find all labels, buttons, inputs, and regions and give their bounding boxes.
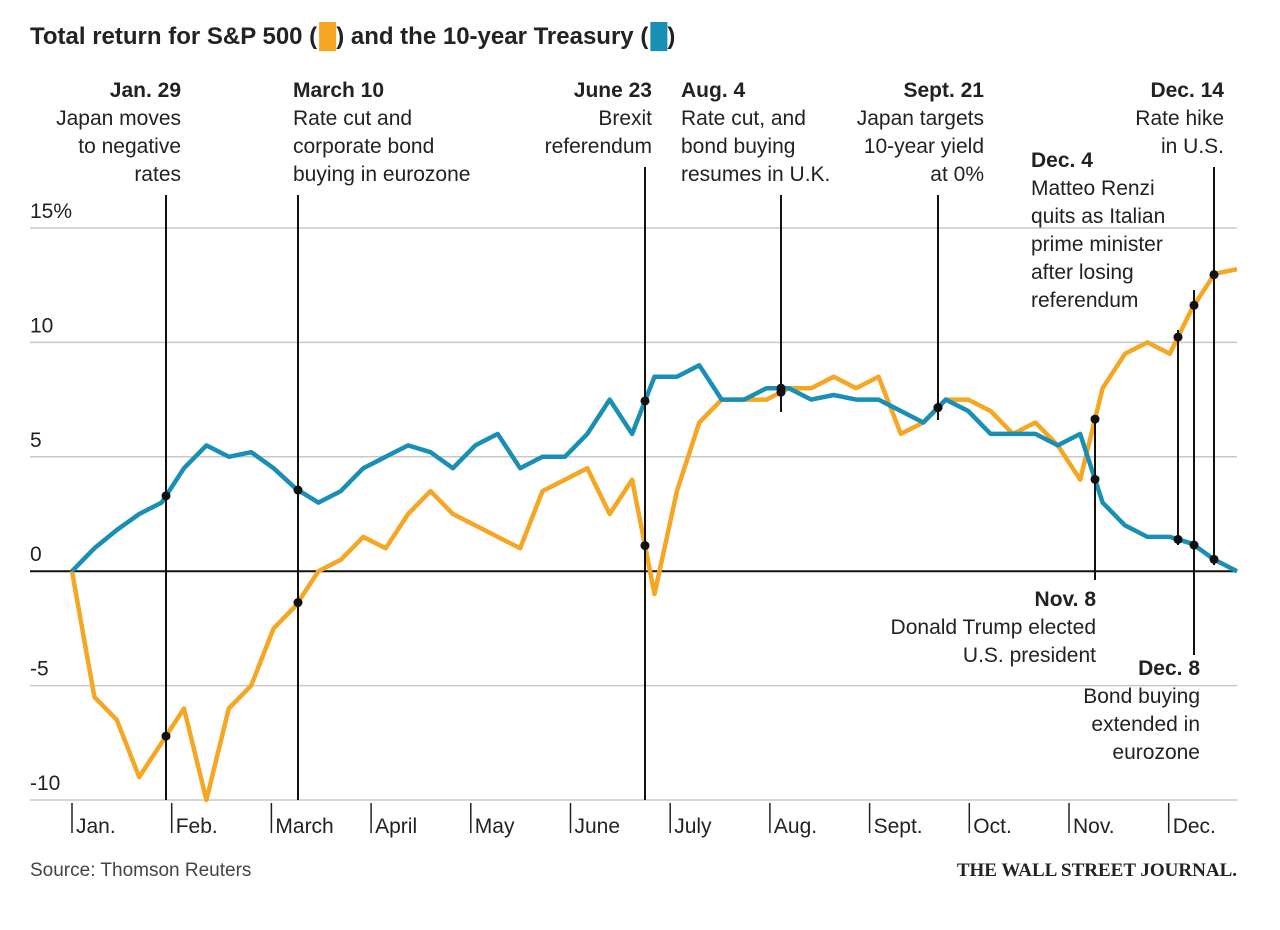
annotation-date: March 10	[293, 79, 384, 102]
annotation-text: to negative	[78, 135, 181, 158]
event-dot	[776, 383, 786, 393]
x-tick-label: Dec.	[1173, 815, 1216, 838]
event-dot	[293, 485, 303, 495]
x-tick-label: Aug.	[774, 815, 817, 838]
annotation-text: Japan targets	[857, 107, 984, 130]
series-line	[70, 363, 1239, 574]
event-dot	[293, 598, 303, 608]
annotation-text: Brexit	[598, 107, 652, 130]
y-tick-label: -10	[30, 772, 60, 795]
annotation-text: corporate bond	[293, 135, 434, 158]
event-dot	[1189, 300, 1199, 310]
x-tick-label: Sept.	[874, 815, 923, 838]
event-dot	[1173, 332, 1183, 342]
annotation-date: Sept. 21	[903, 79, 984, 102]
x-tick-label: Nov.	[1073, 815, 1115, 838]
annotation-text: referendum	[1031, 289, 1138, 312]
y-tick-label: 5	[30, 429, 42, 452]
annotation-text: quits as Italian	[1031, 205, 1165, 228]
event-dot	[1189, 540, 1199, 550]
publisher: THE WALL STREET JOURNAL.	[957, 860, 1237, 881]
title-part: ) and the 10-year Treasury (	[336, 23, 648, 50]
annotation-text: in U.S.	[1161, 135, 1224, 158]
x-tick-label: July	[674, 815, 712, 838]
annotation-text: bond buying	[681, 135, 795, 158]
annotation-text: Rate cut, and	[681, 107, 806, 130]
annotation-text: Rate hike	[1135, 107, 1224, 130]
y-tick-label: 10	[30, 314, 53, 337]
event-dot	[1209, 554, 1219, 564]
source: Source: Thomson Reuters	[30, 860, 251, 881]
x-tick-label: Jan.	[76, 815, 116, 838]
x-tick-label: May	[475, 815, 515, 838]
event-dot	[161, 491, 171, 501]
y-tick-label: 0	[30, 543, 42, 566]
event-dot	[161, 731, 171, 741]
title-part: Total return for S&P 500 (	[30, 23, 317, 50]
x-tick-label: March	[275, 815, 333, 838]
x-tick-label: April	[375, 815, 417, 838]
annotation-text: after losing	[1031, 261, 1134, 284]
annotation-text: Japan moves	[56, 107, 181, 130]
annotation-date: Dec. 4	[1031, 149, 1093, 172]
event-dot	[933, 403, 943, 413]
annotation-text: Bond buying	[1083, 685, 1200, 708]
annotation-text: prime minister	[1031, 233, 1163, 256]
annotation-date: Dec. 14	[1150, 79, 1224, 102]
annotation-date: Jan. 29	[110, 79, 181, 102]
x-tick-label: Feb.	[176, 815, 218, 838]
annotation-text: Donald Trump elected	[891, 616, 1096, 639]
y-tick-label: 15%	[30, 200, 72, 223]
event-dot	[1090, 414, 1100, 424]
annotation-text: extended in	[1091, 713, 1200, 736]
x-tick-label: Oct.	[973, 815, 1012, 838]
annotation-text: buying in eurozone	[293, 163, 470, 186]
annotation-date: June 23	[574, 79, 652, 102]
event-dot	[1209, 270, 1219, 280]
annotation-date: Aug. 4	[681, 79, 745, 102]
annotation-text: U.S. president	[963, 644, 1096, 667]
annotation-text: 10-year yield	[864, 135, 984, 158]
chart-title: Total return for S&P 500 (█) and the 10-…	[30, 22, 675, 52]
event-dot	[640, 541, 650, 551]
annotation-text: rates	[134, 163, 181, 186]
annotation-date: Nov. 8	[1035, 588, 1097, 611]
event-dot	[1090, 474, 1100, 484]
event-dot	[1173, 534, 1183, 544]
legend-swatch: █	[319, 22, 336, 52]
annotation-text: resumes in U.K.	[681, 163, 830, 186]
legend-swatch: █	[650, 22, 667, 52]
event-dot	[640, 396, 650, 406]
series-line	[69, 266, 1238, 803]
annotation-date: Dec. 8	[1138, 657, 1200, 680]
annotation-text: eurozone	[1112, 741, 1200, 764]
x-tick-label: June	[575, 815, 621, 838]
annotation-text: referendum	[545, 135, 652, 158]
annotation-text: Matteo Renzi	[1031, 177, 1155, 200]
y-tick-label: -5	[30, 658, 49, 681]
annotation-text: Rate cut and	[293, 107, 412, 130]
annotation-text: at 0%	[930, 163, 984, 186]
title-part: )	[667, 23, 675, 50]
